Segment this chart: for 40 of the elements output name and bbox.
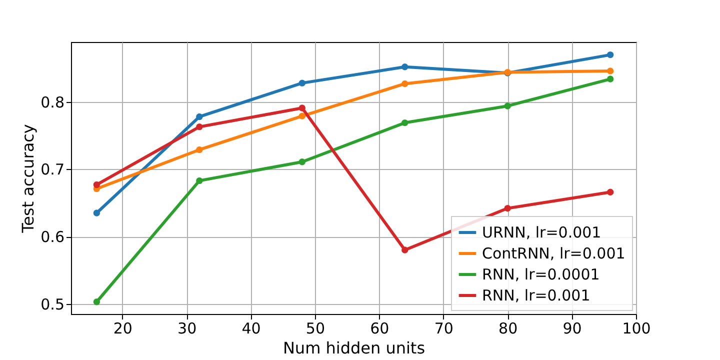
legend-label: URNN, lr=0.001 — [482, 224, 602, 242]
point — [196, 146, 203, 154]
point — [298, 80, 306, 86]
y-axis-title: Test accuracy — [18, 124, 38, 234]
point — [402, 64, 408, 70]
point — [504, 102, 511, 110]
point — [196, 123, 203, 130]
point — [93, 210, 100, 216]
point — [298, 112, 306, 120]
x-tick-label: 60 — [370, 320, 390, 338]
y-tick-label: 0.8 — [40, 93, 64, 112]
point — [504, 204, 511, 212]
x-tick-label: 70 — [434, 320, 454, 338]
point — [402, 119, 408, 126]
point — [93, 298, 100, 306]
point — [606, 76, 614, 82]
x-tick-label: 20 — [113, 320, 132, 338]
point — [606, 51, 614, 58]
x-tick-label: 50 — [306, 320, 326, 338]
point — [402, 80, 408, 88]
legend-label: ContRNN, lr=0.001 — [482, 244, 626, 262]
legend-label: RNN, lr=0.0001 — [482, 266, 600, 284]
point — [606, 68, 614, 74]
x-tick-label: 30 — [178, 320, 197, 338]
point — [196, 113, 203, 120]
y-tick-label: 0.5 — [40, 295, 64, 314]
legend-label: RNN, lr=0.001 — [482, 286, 590, 304]
point — [298, 158, 306, 166]
x-tick-label: 90 — [562, 320, 582, 338]
y-tick-label: 0.7 — [40, 160, 64, 179]
point — [298, 104, 306, 112]
y-tick-label: 0.6 — [40, 228, 64, 246]
point — [402, 246, 408, 254]
x-tick-label: 80 — [498, 320, 518, 338]
point — [606, 188, 614, 196]
x-axis-title: Num hidden units — [282, 338, 426, 358]
x-tick-label: 40 — [242, 320, 261, 338]
point — [93, 181, 100, 188]
point — [196, 177, 203, 184]
x-tick-label: 100 — [622, 320, 651, 338]
